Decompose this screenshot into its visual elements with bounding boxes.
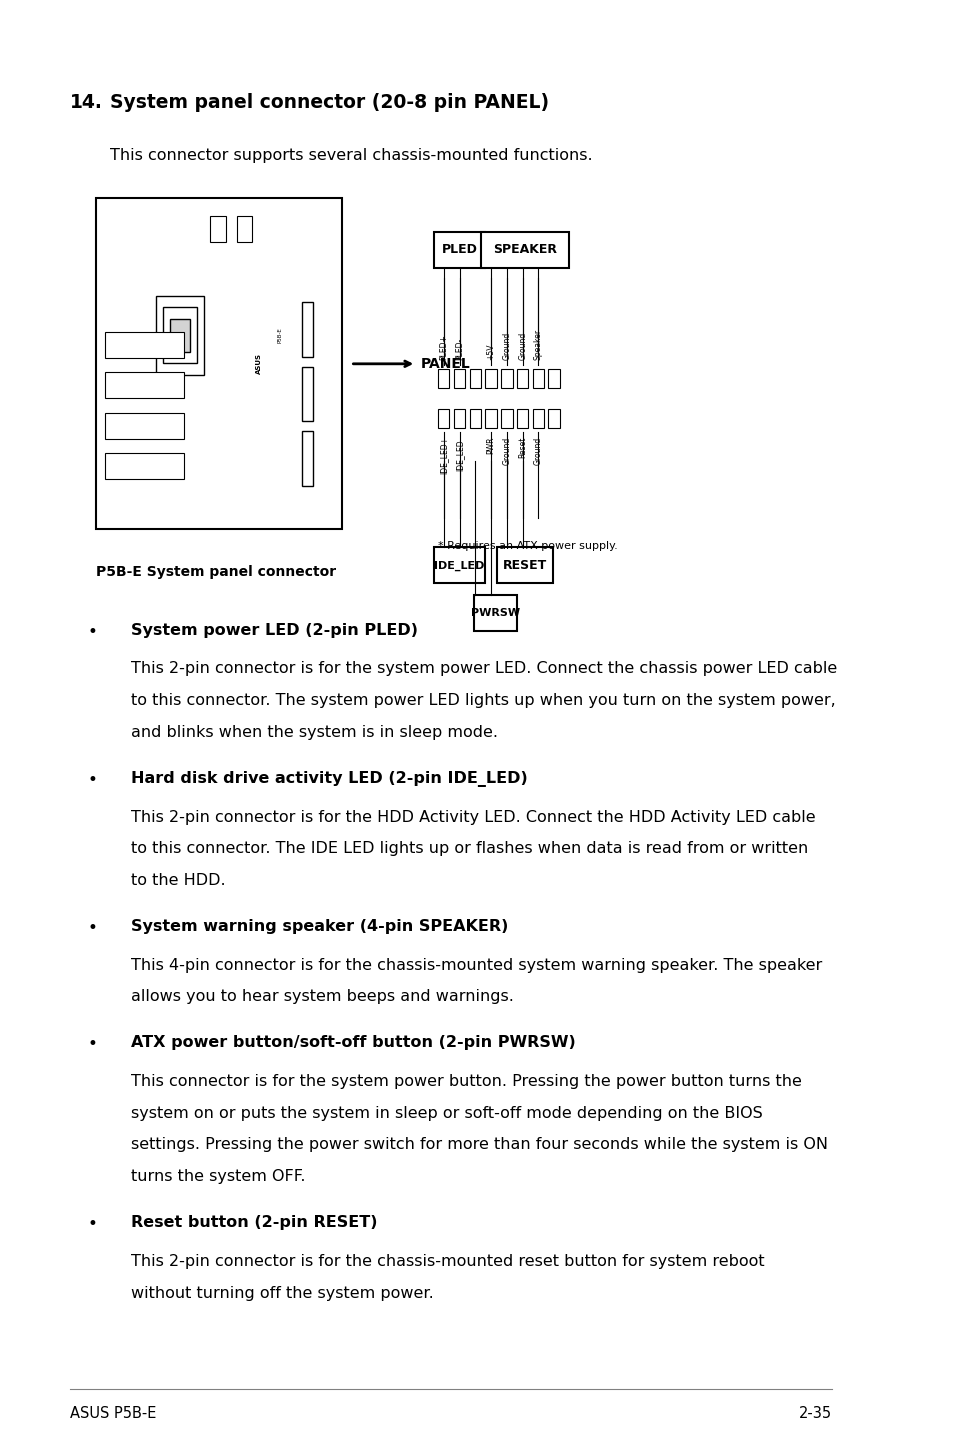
Bar xyxy=(434,232,485,267)
Bar xyxy=(454,370,465,387)
Text: ASUS P5B-E: ASUS P5B-E xyxy=(70,1406,156,1421)
Text: Speaker: Speaker xyxy=(534,329,542,360)
Text: IDE_LED+: IDE_LED+ xyxy=(438,437,448,475)
Bar xyxy=(517,370,528,387)
Text: system on or puts the system in sleep or soft-off mode depending on the BIOS: system on or puts the system in sleep or… xyxy=(132,1106,762,1120)
Text: IDE_LED: IDE_LED xyxy=(434,561,484,571)
Text: to the HDD.: to the HDD. xyxy=(132,873,226,887)
Bar xyxy=(236,216,253,242)
Text: •: • xyxy=(88,1035,97,1054)
Text: settings. Pressing the power switch for more than four seconds while the system : settings. Pressing the power switch for … xyxy=(132,1137,827,1152)
Text: PWR: PWR xyxy=(486,437,496,454)
Text: This 2-pin connector is for the system power LED. Connect the chassis power LED : This 2-pin connector is for the system p… xyxy=(132,661,837,676)
Text: System warning speaker (4-pin SPEAKER): System warning speaker (4-pin SPEAKER) xyxy=(132,919,508,933)
Bar xyxy=(469,370,480,387)
Bar xyxy=(548,408,559,429)
Bar xyxy=(480,232,568,267)
Bar xyxy=(469,408,480,429)
Bar xyxy=(105,372,184,398)
Bar xyxy=(532,370,543,387)
Bar xyxy=(210,216,226,242)
Bar xyxy=(155,295,204,374)
Text: Ground: Ground xyxy=(517,332,527,360)
Bar xyxy=(437,370,449,387)
Text: RESET: RESET xyxy=(502,559,546,572)
Bar xyxy=(454,408,465,429)
Bar xyxy=(500,408,512,429)
Bar xyxy=(437,408,449,429)
Text: This 2-pin connector is for the HDD Activity LED. Connect the HDD Activity LED c: This 2-pin connector is for the HDD Acti… xyxy=(132,810,815,824)
Bar xyxy=(485,370,497,387)
Text: This 4-pin connector is for the chassis-mounted system warning speaker. The spea: This 4-pin connector is for the chassis-… xyxy=(132,958,821,972)
Text: System panel connector (20-8 pin PANEL): System panel connector (20-8 pin PANEL) xyxy=(110,93,548,112)
Text: Reset: Reset xyxy=(517,437,527,457)
Bar xyxy=(302,302,313,357)
Text: ASUS: ASUS xyxy=(255,354,261,374)
Text: +5V: +5V xyxy=(486,344,496,360)
Text: PWRSW: PWRSW xyxy=(471,608,519,618)
Text: * Requires an ATX power supply.: * Requires an ATX power supply. xyxy=(437,541,618,551)
Text: PANEL: PANEL xyxy=(420,357,470,371)
Text: •: • xyxy=(88,623,97,641)
Text: Reset button (2-pin RESET): Reset button (2-pin RESET) xyxy=(132,1215,377,1229)
Text: 2-35: 2-35 xyxy=(799,1406,832,1421)
Text: P5B-E System panel connector: P5B-E System panel connector xyxy=(96,565,336,580)
Bar xyxy=(105,453,184,479)
Bar xyxy=(105,332,184,358)
Bar xyxy=(517,408,528,429)
Text: This connector supports several chassis-mounted functions.: This connector supports several chassis-… xyxy=(110,148,592,162)
Text: allows you to hear system beeps and warnings.: allows you to hear system beeps and warn… xyxy=(132,989,514,1004)
Text: Ground: Ground xyxy=(502,437,511,464)
Bar xyxy=(170,318,190,351)
Text: PLED: PLED xyxy=(441,243,477,256)
Bar xyxy=(96,198,341,529)
Text: •: • xyxy=(88,771,97,789)
Text: without turning off the system power.: without turning off the system power. xyxy=(132,1286,434,1300)
Bar xyxy=(434,546,485,584)
Text: to this connector. The system power LED lights up when you turn on the system po: to this connector. The system power LED … xyxy=(132,693,835,707)
Text: SPEAKER: SPEAKER xyxy=(493,243,557,256)
Text: •: • xyxy=(88,919,97,938)
Text: P5B-E: P5B-E xyxy=(277,328,283,342)
Text: PLED+: PLED+ xyxy=(438,335,448,360)
Text: Ground: Ground xyxy=(534,437,542,464)
Text: IDE_LED-: IDE_LED- xyxy=(455,437,463,470)
Text: •: • xyxy=(88,1215,97,1234)
Text: ATX power button/soft-off button (2-pin PWRSW): ATX power button/soft-off button (2-pin … xyxy=(132,1035,576,1050)
Text: This connector is for the system power button. Pressing the power button turns t: This connector is for the system power b… xyxy=(132,1074,801,1089)
Text: This 2-pin connector is for the chassis-mounted reset button for system reboot: This 2-pin connector is for the chassis-… xyxy=(132,1254,764,1268)
Text: to this connector. The IDE LED lights up or flashes when data is read from or wr: to this connector. The IDE LED lights up… xyxy=(132,841,808,856)
Bar xyxy=(302,431,313,486)
Text: and blinks when the system is in sleep mode.: and blinks when the system is in sleep m… xyxy=(132,725,497,739)
Text: Hard disk drive activity LED (2-pin IDE_LED): Hard disk drive activity LED (2-pin IDE_… xyxy=(132,771,528,787)
Text: PLED-: PLED- xyxy=(455,338,463,360)
Text: 14.: 14. xyxy=(70,93,103,112)
Bar xyxy=(105,413,184,439)
Bar xyxy=(162,308,196,364)
Bar xyxy=(500,370,512,387)
Bar xyxy=(474,595,517,630)
Bar xyxy=(532,408,543,429)
Bar xyxy=(548,370,559,387)
Text: System power LED (2-pin PLED): System power LED (2-pin PLED) xyxy=(132,623,418,637)
Bar xyxy=(497,546,553,584)
Bar xyxy=(302,367,313,421)
Bar xyxy=(485,408,497,429)
Text: turns the system OFF.: turns the system OFF. xyxy=(132,1169,306,1183)
Text: Ground: Ground xyxy=(502,332,511,360)
